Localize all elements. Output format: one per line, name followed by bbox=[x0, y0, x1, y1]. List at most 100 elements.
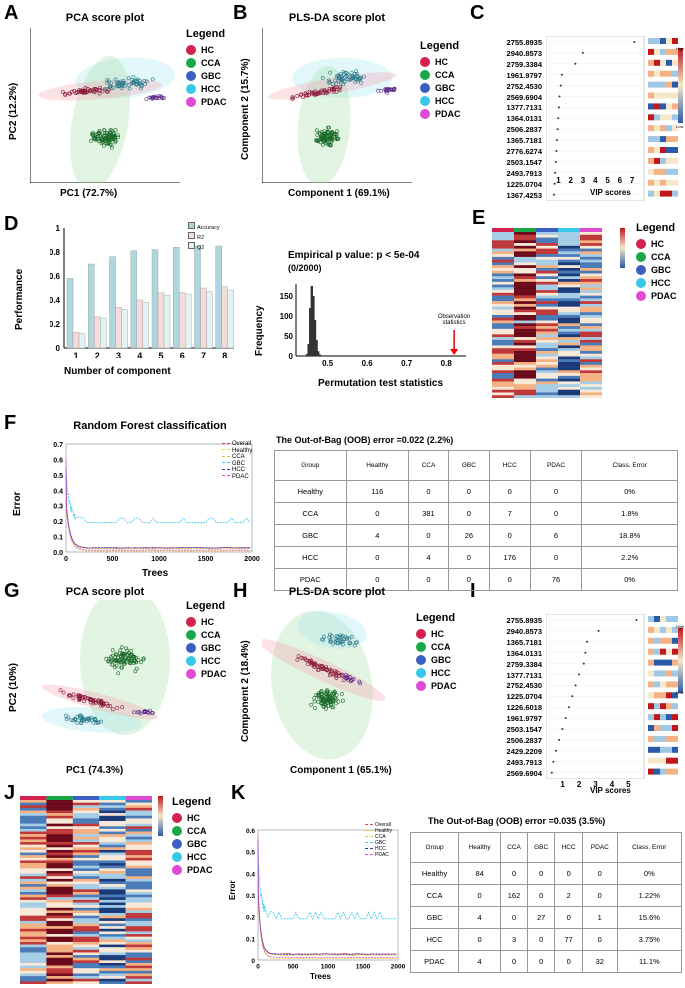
legend-item: HC bbox=[172, 811, 213, 824]
heat-cell bbox=[580, 315, 602, 318]
score-point bbox=[301, 656, 306, 661]
heat-cell bbox=[20, 915, 47, 919]
heat-cell bbox=[46, 941, 73, 945]
x-tick: 3 bbox=[116, 351, 121, 358]
heat-cell bbox=[20, 876, 47, 880]
heat-cell bbox=[20, 813, 47, 816]
heat-cell bbox=[648, 114, 654, 121]
heat-cell bbox=[125, 849, 152, 853]
heat-cell bbox=[46, 823, 73, 827]
heat-cell bbox=[558, 254, 581, 258]
heat-cell bbox=[125, 894, 152, 898]
heat-cell bbox=[20, 852, 47, 856]
legend-label: CCA bbox=[435, 69, 455, 80]
heat-cell bbox=[72, 881, 100, 885]
heat-cell bbox=[492, 303, 515, 307]
error-line bbox=[257, 840, 397, 956]
heat-cell bbox=[125, 968, 152, 972]
heat-cell bbox=[125, 889, 152, 893]
heat-cell bbox=[125, 836, 152, 840]
heat-cell bbox=[72, 849, 100, 853]
heat-cell bbox=[46, 810, 73, 814]
table-row: Healthy 116 0 0 0 0 0% bbox=[274, 480, 678, 503]
legend-label: HC bbox=[201, 616, 214, 627]
score-point bbox=[343, 675, 348, 680]
vip-point bbox=[550, 771, 553, 774]
score-point bbox=[63, 93, 68, 98]
heat-cell bbox=[492, 306, 515, 310]
heat-cell bbox=[125, 952, 152, 956]
score-point bbox=[105, 90, 110, 94]
score-point bbox=[110, 648, 115, 653]
score-point bbox=[336, 136, 341, 141]
heat-cell bbox=[654, 648, 660, 655]
heat-cell bbox=[72, 892, 100, 895]
score-point bbox=[125, 657, 130, 661]
score-point bbox=[329, 703, 334, 708]
heat-cell bbox=[514, 237, 537, 241]
heat-cell bbox=[72, 960, 100, 964]
x-tick: 500 bbox=[288, 964, 299, 971]
legend-label: HCC bbox=[187, 851, 207, 862]
heat-cell bbox=[46, 934, 73, 937]
table-cell: 176 bbox=[488, 546, 531, 569]
heat-cell bbox=[72, 823, 100, 827]
score-point bbox=[94, 701, 98, 705]
heat-cell bbox=[125, 960, 152, 964]
score-point bbox=[313, 662, 318, 667]
heat-cell bbox=[20, 863, 47, 866]
score-point bbox=[159, 95, 164, 100]
heat-cell bbox=[46, 802, 73, 806]
heat-cell bbox=[672, 190, 678, 197]
table-cell: 0 bbox=[345, 502, 410, 525]
legend-label: PDAC bbox=[201, 668, 227, 679]
score-point bbox=[321, 131, 326, 136]
heat-cell bbox=[514, 248, 537, 252]
heat-cell bbox=[72, 805, 100, 809]
panel-label-h: H bbox=[233, 580, 248, 602]
heat-cell bbox=[648, 692, 654, 699]
x-tick: 2 bbox=[95, 351, 100, 358]
error-line bbox=[257, 836, 397, 959]
score-point bbox=[329, 700, 333, 705]
score-point bbox=[358, 681, 363, 686]
heat-cell bbox=[20, 878, 47, 882]
table-cell: 0 bbox=[447, 502, 490, 525]
score-point bbox=[83, 89, 88, 93]
vip-feature-label: 1225.0704 bbox=[506, 179, 542, 189]
heat-cell bbox=[125, 928, 152, 932]
table-cell: 0 bbox=[500, 862, 528, 885]
heat-cell bbox=[672, 714, 678, 721]
heat-cell bbox=[72, 855, 100, 859]
heat-cell bbox=[514, 256, 537, 260]
score-point bbox=[141, 656, 146, 661]
heat-cell bbox=[654, 692, 660, 699]
score-point bbox=[298, 93, 303, 98]
vip-tick: 1 bbox=[556, 176, 561, 185]
score-point bbox=[150, 77, 155, 82]
legend-item: CCA bbox=[172, 824, 213, 837]
group-bar bbox=[514, 228, 536, 232]
score-point bbox=[83, 86, 88, 91]
heat-cell bbox=[580, 373, 602, 377]
panel-c-colorbar bbox=[678, 48, 683, 123]
score-point bbox=[101, 701, 106, 706]
panel-j-legend: Legend HC CCA GBC HCC PDAC bbox=[172, 796, 213, 876]
heat-cell bbox=[72, 936, 100, 940]
heat-cell bbox=[536, 267, 559, 271]
score-point bbox=[70, 89, 75, 94]
score-point bbox=[385, 90, 390, 95]
legend-dot-icon bbox=[636, 264, 646, 275]
score-point bbox=[331, 90, 336, 94]
x-tick: 6 bbox=[180, 351, 185, 358]
vip-feature-label: 2940.8573 bbox=[506, 48, 542, 58]
heat-cell bbox=[558, 290, 581, 294]
heat-cell bbox=[99, 810, 126, 814]
line-legend-item: Healthy bbox=[365, 828, 392, 834]
heat-cell bbox=[492, 248, 515, 252]
line-legend-item: HCC bbox=[365, 846, 392, 852]
heat-cell bbox=[654, 626, 660, 633]
table-cell: 2.2% bbox=[581, 546, 678, 569]
score-point bbox=[121, 651, 126, 656]
line-legend-item: GBC bbox=[365, 840, 392, 846]
